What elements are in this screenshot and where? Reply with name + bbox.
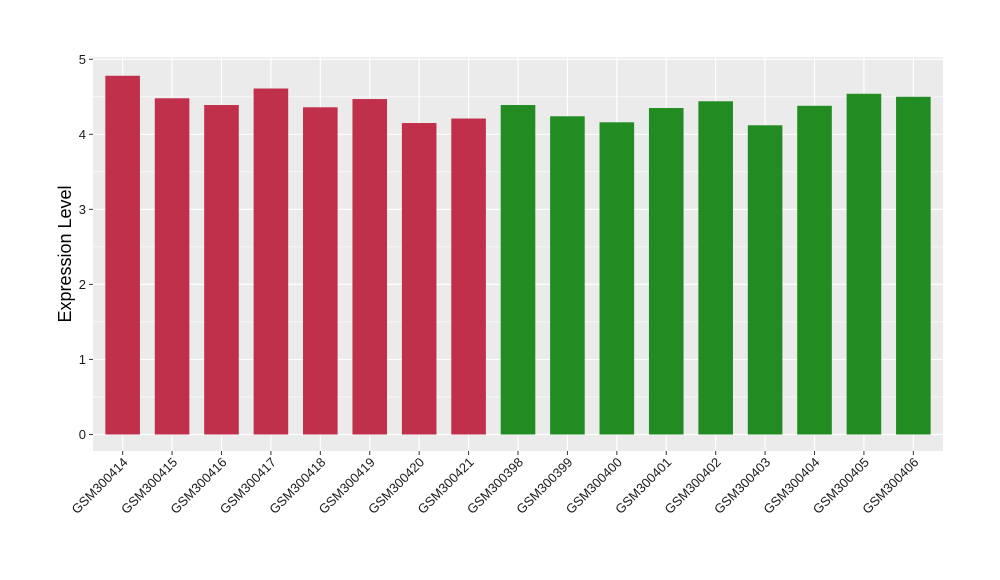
bar: [698, 101, 733, 435]
bar: [500, 105, 536, 435]
bar: [253, 88, 289, 435]
y-axis: 0 1 2 3 4 5: [79, 52, 93, 442]
bar: [896, 96, 931, 435]
bar: [599, 122, 635, 435]
bar: [105, 75, 140, 435]
bar: [797, 105, 832, 435]
y-tick-label: 0: [79, 427, 86, 442]
y-tick-label: 3: [79, 202, 86, 217]
bar: [204, 105, 239, 435]
y-tick-label: 1: [79, 352, 86, 367]
y-tick-label: 5: [79, 52, 86, 67]
bar: [451, 118, 486, 435]
bar: [846, 93, 882, 435]
bar: [303, 107, 338, 435]
bar: [352, 99, 388, 435]
bars: [105, 75, 931, 435]
bar: [648, 108, 684, 435]
y-tick-label: 4: [79, 127, 86, 142]
bar: [550, 116, 585, 435]
bar: [401, 123, 437, 435]
y-axis-title: Expression Level: [55, 185, 75, 322]
y-tick-label: 2: [79, 277, 86, 292]
bar: [747, 125, 783, 435]
bar: [154, 98, 190, 435]
x-axis: GSM300414GSM300415GSM300416GSM300417GSM3…: [69, 451, 921, 517]
